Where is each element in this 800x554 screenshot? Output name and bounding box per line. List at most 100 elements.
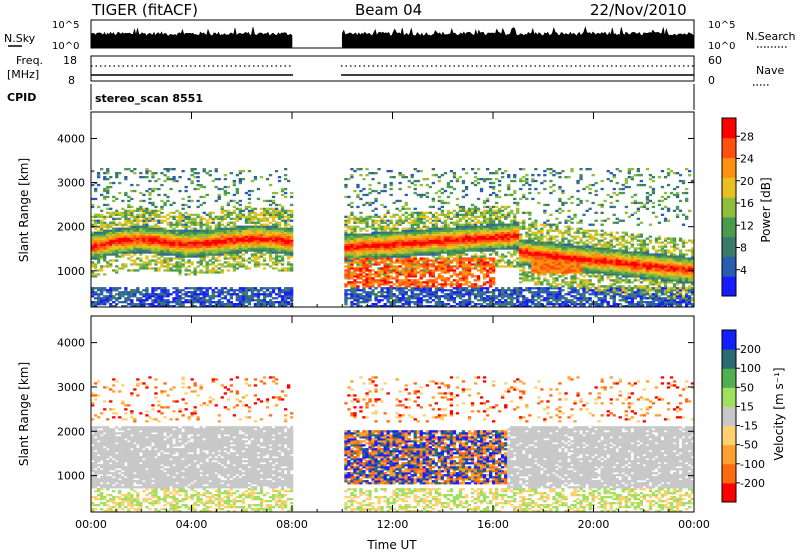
power-cell (473, 257, 478, 260)
power-cell (130, 170, 134, 173)
power-cell (280, 233, 285, 236)
power-cell (184, 223, 188, 226)
power-cell (401, 257, 405, 260)
power-cell (148, 243, 152, 246)
power-cell (244, 301, 249, 304)
power-cell (476, 237, 481, 240)
power-cell (492, 205, 496, 209)
power-cell (287, 227, 291, 230)
power-cell (395, 223, 399, 226)
power-cell (172, 176, 176, 179)
power-cell (172, 269, 176, 272)
power-cell (398, 215, 402, 218)
power-cell (356, 297, 360, 300)
power-cell (193, 305, 197, 308)
power-cell (136, 241, 140, 244)
power-cell (449, 239, 454, 242)
power-cell (464, 281, 469, 284)
power-cell (368, 235, 372, 238)
power-cell (449, 241, 454, 244)
power-cell (368, 291, 372, 294)
nsky-tick-top-right: 10^5 (708, 20, 735, 31)
power-cell (169, 249, 173, 252)
power-cell (238, 249, 242, 252)
power-cell (440, 233, 444, 236)
power-cell (489, 217, 493, 220)
power-cell (528, 211, 532, 214)
power-cell (482, 178, 487, 181)
power-cell (118, 293, 122, 296)
power-cell (280, 215, 285, 218)
power-cell (404, 255, 408, 258)
power-cell (501, 289, 505, 292)
power-cell (133, 259, 137, 262)
power-cell (232, 263, 236, 266)
power-cell (446, 247, 451, 250)
power-cell (238, 181, 242, 185)
power-cell (510, 225, 514, 228)
power-cell (392, 241, 396, 244)
power-cell (187, 237, 191, 240)
power-cell (115, 245, 119, 248)
power-cell (256, 229, 261, 232)
power-cell (241, 265, 246, 268)
power-cell (380, 269, 384, 272)
power-cell (374, 197, 378, 201)
power-cell (250, 211, 255, 214)
power-cell (91, 197, 95, 201)
power-cell (91, 237, 95, 240)
power-cell (377, 263, 381, 266)
power-cell (163, 215, 167, 218)
power-cell (244, 247, 249, 250)
power-cell (356, 251, 360, 254)
power-cell (528, 279, 532, 282)
power-cell (365, 229, 369, 232)
power-cell (458, 279, 463, 282)
power-cell (482, 225, 487, 228)
power-cell (103, 259, 107, 262)
power-cell (528, 235, 532, 238)
power-cell (217, 263, 221, 266)
power-cell (178, 176, 182, 179)
power-cell (169, 178, 173, 181)
power-cell (127, 269, 131, 272)
power-cell (94, 297, 98, 300)
power-cell (434, 301, 438, 304)
power-cell (519, 269, 523, 272)
power-cell (470, 273, 475, 276)
power-cell (211, 247, 215, 250)
power-cell (407, 289, 411, 292)
power-cell (106, 227, 110, 230)
power-cell (344, 243, 348, 246)
power-cell (133, 295, 137, 298)
power-cell (100, 253, 104, 256)
power-cell (486, 303, 490, 306)
power-cell (380, 289, 384, 292)
power-cell (157, 213, 161, 216)
power-cell (443, 279, 448, 282)
power-cell (437, 176, 441, 179)
power-cell (139, 199, 143, 203)
power-cell (124, 231, 128, 234)
power-cell (115, 237, 119, 240)
power-cell (353, 259, 357, 262)
power-cell (157, 257, 161, 260)
power-cell (262, 209, 267, 212)
power-cell (259, 251, 264, 254)
power-cell (133, 291, 137, 294)
power-cell (395, 199, 399, 203)
power-cell (470, 291, 475, 294)
power-cell (513, 245, 517, 248)
power-cell (166, 267, 170, 270)
power-cell (404, 293, 408, 296)
power-cell (109, 181, 113, 185)
power-cell (492, 227, 496, 230)
power-cell (416, 237, 420, 240)
power-cell (353, 293, 357, 296)
power-cell (458, 283, 463, 286)
power-cell (211, 253, 215, 256)
power-cell (365, 221, 369, 224)
power-cell (489, 211, 493, 214)
power-cell (344, 301, 348, 304)
power-cell (274, 170, 279, 173)
